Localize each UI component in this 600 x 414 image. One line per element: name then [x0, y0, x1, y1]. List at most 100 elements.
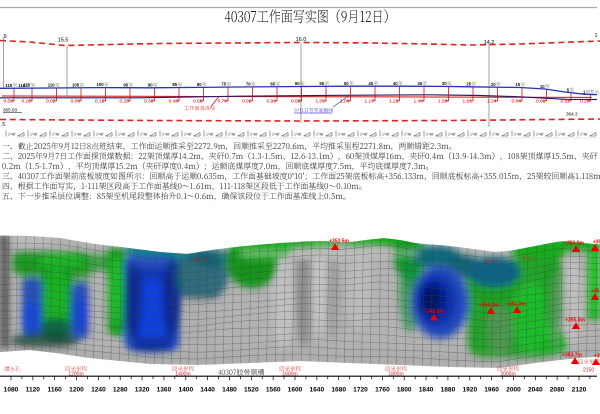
- svg-text:.5: .5: [1, 122, 5, 128]
- svg-text:1°48': 1°48': [404, 133, 412, 137]
- svg-text:1°48': 1°48': [294, 133, 302, 137]
- svg-text:1°48': 1°48': [338, 133, 346, 137]
- svg-text:0.58: 0.58: [193, 99, 203, 105]
- svg-text:1°48': 1°48': [448, 133, 456, 137]
- svg-text:1800: 1800: [397, 387, 412, 394]
- svg-text:+353.5m: +353.5m: [329, 239, 349, 245]
- svg-text:0.23: 0.23: [119, 99, 129, 105]
- svg-text:118: 118: [5, 83, 13, 88]
- svg-text:1320: 1320: [135, 387, 150, 394]
- svg-text:0.03: 0.03: [3, 99, 13, 105]
- svg-text:1°48': 1°48': [140, 133, 148, 137]
- svg-text:+353.0m: +353.0m: [564, 241, 584, 247]
- svg-text:1080: 1080: [4, 387, 19, 394]
- svg-text:0.43: 0.43: [168, 99, 178, 105]
- svg-text:1240: 1240: [91, 387, 106, 394]
- svg-text:115: 115: [23, 83, 31, 88]
- svg-text:1960: 1960: [484, 387, 499, 394]
- svg-text:1°48': 1°48': [470, 133, 478, 137]
- svg-text:1920: 1920: [462, 387, 477, 394]
- svg-text:1.40: 1.40: [413, 99, 423, 105]
- svg-text:1°48': 1°48': [580, 133, 588, 137]
- svg-text:1560: 1560: [266, 387, 281, 394]
- svg-text:1.22: 1.22: [389, 99, 399, 105]
- svg-text:1.24: 1.24: [487, 99, 497, 105]
- svg-text:0.02: 0.02: [46, 99, 56, 105]
- svg-text:1680: 1680: [331, 387, 346, 394]
- svg-text:1°48': 1°48': [206, 133, 214, 137]
- svg-text:1°48': 1°48': [162, 133, 170, 137]
- svg-text:105: 105: [72, 82, 80, 87]
- svg-text:0.92: 0.92: [242, 99, 252, 105]
- svg-text:30: 30: [442, 81, 447, 86]
- svg-text:1880: 1880: [441, 387, 456, 394]
- svg-text:+355.0m: +355.0m: [565, 318, 585, 324]
- svg-text:2000m: 2000m: [500, 372, 515, 378]
- svg-text:2000: 2000: [506, 387, 521, 394]
- svg-text:+353.7m: +353.7m: [562, 353, 582, 359]
- svg-text:1°48': 1°48': [250, 133, 258, 137]
- svg-text:0.84: 0.84: [511, 99, 521, 105]
- svg-text:116: 116: [18, 83, 25, 88]
- svg-text:1160: 1160: [48, 387, 63, 394]
- svg-text:1480: 1480: [222, 387, 237, 394]
- svg-text:0.23: 0.23: [580, 99, 590, 105]
- svg-text:40: 40: [393, 81, 398, 86]
- svg-text:0.52: 0.52: [560, 99, 570, 105]
- svg-text:75: 75: [221, 82, 226, 87]
- svg-text:2120: 2120: [572, 387, 587, 394]
- svg-text:+348.6m: +348.6m: [424, 309, 444, 315]
- svg-text:1°48': 1°48': [96, 133, 104, 137]
- svg-text:1°48': 1°48': [558, 133, 566, 137]
- svg-text:0.70: 0.70: [217, 99, 227, 105]
- svg-text:1°48': 1°48': [382, 133, 390, 137]
- svg-text:1.50: 1.50: [438, 99, 448, 105]
- svg-text:1120: 1120: [26, 387, 41, 394]
- svg-text:1: 1: [594, 33, 597, 39]
- svg-text:50: 50: [344, 81, 349, 86]
- svg-text:1°48': 1°48': [30, 133, 38, 137]
- svg-text:1°48': 1°48': [74, 133, 82, 137]
- svg-text:1.05: 1.05: [315, 99, 325, 105]
- svg-text:1200m: 1200m: [68, 372, 83, 378]
- svg-text:25: 25: [466, 81, 471, 86]
- svg-text:5: 5: [567, 87, 570, 92]
- svg-text:365.93: 365.93: [3, 108, 17, 113]
- svg-text:+351.3m: +351.3m: [506, 302, 526, 308]
- svg-text:110: 110: [48, 83, 56, 88]
- svg-text:1520: 1520: [244, 387, 259, 394]
- svg-text:60: 60: [295, 81, 300, 86]
- svg-text:80: 80: [197, 82, 202, 87]
- svg-text:1°48': 1°48': [228, 133, 236, 137]
- svg-text:1°48': 1°48': [536, 133, 544, 137]
- svg-text:0.39: 0.39: [144, 99, 154, 105]
- svg-text:0.10: 0.10: [21, 99, 31, 105]
- svg-text:1800m: 1800m: [388, 372, 403, 378]
- svg-text:1°48': 1°48': [272, 133, 280, 137]
- svg-text:+354.3m: +354.3m: [479, 303, 499, 309]
- svg-text:1280: 1280: [113, 387, 128, 394]
- svg-text:85: 85: [172, 82, 177, 87]
- svg-text:2040: 2040: [528, 387, 543, 394]
- svg-text:95: 95: [123, 82, 128, 87]
- svg-text:0.12: 0.12: [95, 99, 105, 105]
- svg-text:1640: 1640: [309, 387, 324, 394]
- svg-text:0.86: 0.86: [536, 99, 546, 105]
- svg-text:1.61: 1.61: [462, 99, 472, 105]
- svg-text:1°48': 1°48': [426, 133, 434, 137]
- svg-text:1°48': 1°48': [8, 133, 16, 137]
- svg-text:10: 10: [540, 84, 545, 89]
- svg-text:0.09: 0.09: [70, 99, 80, 105]
- svg-text:1°48': 1°48': [492, 133, 500, 137]
- svg-text:15.5: 15.5: [58, 38, 69, 44]
- svg-text:1°48': 1°48': [118, 133, 126, 137]
- svg-text:.9: .9: [2, 34, 7, 40]
- svg-text:90: 90: [148, 82, 153, 87]
- svg-text:364.3: 364.3: [566, 112, 578, 117]
- svg-text:1600: 1600: [288, 387, 303, 394]
- svg-text:+35: +35: [594, 354, 600, 360]
- svg-text:65: 65: [270, 81, 275, 86]
- svg-text:1720: 1720: [353, 387, 368, 394]
- svg-text:100: 100: [97, 82, 105, 87]
- svg-text:1.17: 1.17: [364, 99, 374, 105]
